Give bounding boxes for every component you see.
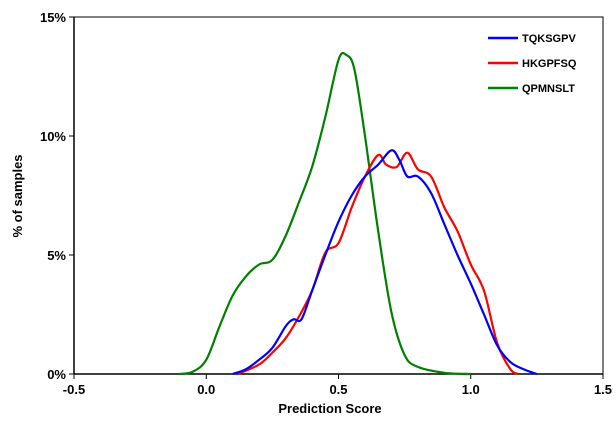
series-layer: [179, 51, 538, 376]
series-line-tqksgpv: [232, 149, 538, 376]
x-tick-label: -0.5: [63, 382, 85, 397]
legend-label: HKGPFSQ: [522, 58, 577, 70]
legend-label: TQKSGPV: [522, 33, 576, 45]
legend: TQKSGPV HKGPFSQ QPMNSLT: [488, 33, 577, 95]
plot-frame: [73, 16, 604, 375]
y-tick-label: 15%: [40, 10, 66, 25]
plot-area: [73, 16, 604, 375]
y-tick-label: 10%: [40, 129, 66, 144]
y-axis-title: % of samples: [10, 154, 25, 237]
x-tick-label: 1.5: [594, 382, 612, 397]
legend-label: QPMNSLT: [522, 83, 575, 95]
y-tick-label: 5%: [47, 248, 66, 263]
x-tick-label: 0.5: [329, 382, 347, 397]
series-line-hkgpfsq: [237, 151, 519, 376]
y-axis-ticks: 0% 5% 10% 15%: [40, 10, 74, 382]
x-tick-label: 1.0: [462, 382, 480, 397]
x-tick-label: 0.0: [197, 382, 215, 397]
y-tick-label: 0%: [47, 367, 66, 382]
x-axis-ticks: -0.5 0.0 0.5 1.0 1.5: [63, 374, 612, 397]
series-line-qpmnslt: [179, 51, 471, 376]
x-axis-title: Prediction Score: [278, 401, 381, 416]
